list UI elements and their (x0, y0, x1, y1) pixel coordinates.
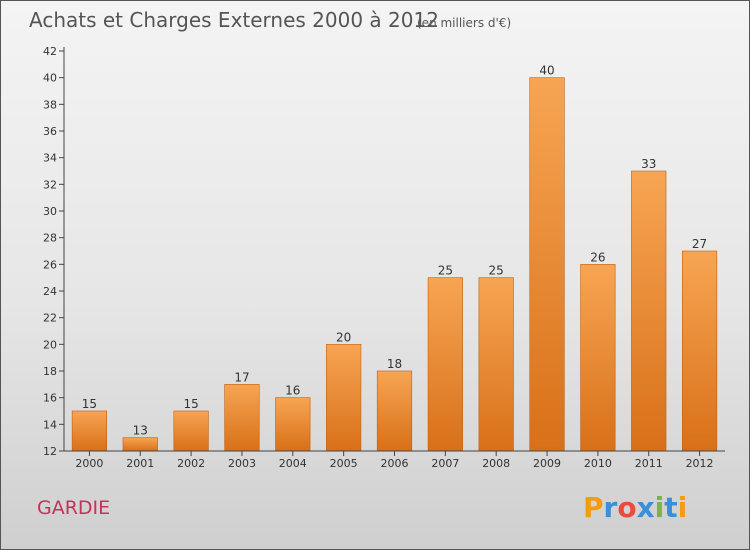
bar-value-label: 16 (285, 384, 300, 398)
bars: 15 13 15 17 16 20 18 25 25 40 26 33 27 (71, 64, 718, 452)
logo-letter: t (664, 491, 677, 524)
y-tick-label: 30 (43, 205, 57, 218)
y-tick-label: 14 (43, 418, 57, 431)
x-tick-label: 2007 (431, 457, 459, 470)
bar-value-label: 33 (641, 157, 656, 171)
y-axis: 12 14 16 18 20 22 24 26 28 30 32 34 36 38 40 42 (43, 45, 65, 458)
x-tick-label: 2009 (533, 457, 561, 470)
bar (580, 264, 616, 452)
bar-value-label: 25 (489, 264, 504, 278)
x-tick-label: 2010 (584, 457, 612, 470)
logo-letter: i (678, 491, 688, 524)
bar-value-label: 27 (692, 237, 707, 251)
y-tick-label: 24 (43, 285, 57, 298)
y-tick-label: 42 (43, 45, 57, 58)
y-tick-label: 22 (43, 312, 57, 325)
x-tick-label: 2006 (381, 457, 409, 470)
bar-value-label: 15 (82, 397, 97, 411)
bar (681, 250, 718, 452)
bar-value-label: 25 (438, 264, 453, 278)
bar (478, 277, 514, 452)
bar (376, 370, 413, 452)
x-tick-label: 2001 (126, 457, 154, 470)
logo-letter: x (637, 491, 655, 524)
bar (224, 384, 260, 452)
x-tick-label: 2005 (330, 457, 358, 470)
x-tick-label: 2008 (482, 457, 510, 470)
y-tick-label: 12 (43, 445, 57, 458)
y-tick-label: 16 (43, 392, 57, 405)
x-tick-label: 2003 (228, 457, 256, 470)
bar-value-label: 13 (133, 424, 148, 438)
commune-name: GARDIE (37, 497, 110, 519)
logo-letter: i (655, 491, 665, 524)
y-tick-label: 32 (43, 178, 57, 191)
bar (427, 277, 463, 452)
x-tick-label: 2011 (635, 457, 663, 470)
bar-value-label: 40 (539, 64, 554, 78)
chart-subtitle: (en milliers d'€) (417, 16, 511, 30)
bar-value-label: 26 (590, 250, 605, 264)
logo-letter: P (583, 491, 604, 524)
y-tick-label: 34 (43, 152, 57, 165)
bar-value-label: 17 (234, 370, 249, 384)
bar (173, 410, 209, 452)
x-tick-label: 2002 (177, 457, 205, 470)
bar (275, 397, 311, 452)
x-tick-label: 2012 (686, 457, 714, 470)
y-tick-label: 18 (43, 365, 57, 378)
logo-letter: r (604, 491, 618, 524)
y-tick-label: 40 (43, 72, 57, 85)
chart-title: Achats et Charges Externes 2000 à 2012 (29, 8, 439, 32)
bar (71, 410, 108, 452)
x-axis: 2000 2001 2002 2003 2004 2005 2006 2007 2008 2009… (64, 450, 725, 470)
y-tick-label: 26 (43, 258, 57, 271)
x-tick-label: 2004 (279, 457, 307, 470)
bar-value-label: 20 (336, 330, 351, 344)
y-tick-label: 38 (43, 98, 57, 111)
x-tick-label: 2000 (75, 457, 103, 470)
bar (631, 170, 667, 452)
y-tick-label: 28 (43, 232, 57, 245)
bar (529, 77, 565, 452)
bar-value-label: 15 (183, 397, 198, 411)
y-tick-label: 20 (43, 338, 57, 351)
bar (326, 344, 362, 452)
bar-value-label: 18 (387, 357, 402, 371)
bar (122, 437, 158, 452)
y-tick-label: 36 (43, 125, 57, 138)
proxiti-logo: Proxiti (583, 491, 687, 524)
logo-letter: o (617, 491, 636, 524)
